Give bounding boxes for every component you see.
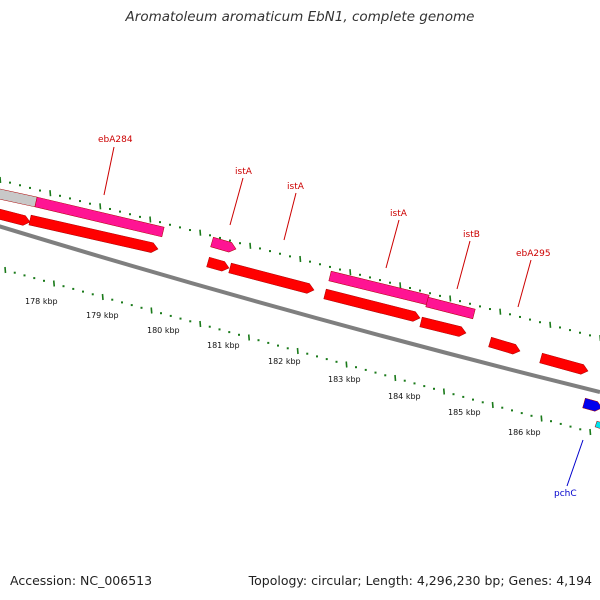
tick-label: 182 kbp: [268, 357, 301, 366]
cds-feature: [0, 207, 31, 226]
cds-feature: [488, 336, 521, 355]
major-tick: [99, 203, 102, 210]
cds-feature: [28, 214, 159, 253]
major-tick: [345, 361, 348, 368]
gene-feature-grey: [0, 187, 38, 208]
major-tick: [49, 190, 52, 197]
major-tick: [394, 374, 397, 382]
genome-backbone: [0, 224, 600, 394]
major-tick: [589, 428, 592, 436]
gene-label: istA: [235, 167, 253, 177]
major-tick: [540, 415, 543, 422]
tick-label: 183 kbp: [328, 375, 361, 384]
major-tick: [0, 176, 2, 184]
gene-label: ebA295: [516, 249, 551, 259]
leader-line: [517, 259, 532, 308]
cds-feature: [323, 288, 421, 322]
major-tick: [296, 347, 299, 355]
major-tick: [199, 229, 202, 236]
topology-summary: Topology: circular; Length: 4,296,230 bp…: [248, 573, 592, 588]
feature-track: [0, 187, 600, 430]
tick-label-group: 178 kbp 179 kbp 180 kbp 181 kbp 182 kbp 183 k…: [25, 297, 541, 437]
gene-feature-pchC: [582, 397, 600, 412]
major-tick: [299, 255, 302, 263]
outer-tick-ring: [0, 176, 600, 342]
cds-feature: [228, 262, 315, 294]
gene-feature-cyan: [594, 420, 600, 430]
major-tick: [149, 216, 152, 223]
label-leader-lines: [103, 146, 584, 487]
major-tick: [249, 242, 252, 249]
gene-feature-ebA284: [34, 196, 165, 238]
leader-line: [229, 177, 244, 226]
major-tick: [499, 308, 502, 315]
gene-label: istA: [390, 209, 408, 219]
major-tick: [442, 388, 446, 395]
major-tick: [449, 295, 452, 302]
gene-label: istB: [463, 230, 480, 240]
accession-text: Accession: NC_006513: [10, 573, 153, 588]
major-tick: [247, 334, 251, 341]
cds-feature: [539, 352, 589, 375]
cds-feature: [419, 316, 467, 337]
leader-line: [103, 146, 115, 196]
tick-label: 179 kbp: [86, 311, 119, 320]
gene-feature-istB: [425, 296, 476, 320]
gene-feature-istA: [210, 236, 237, 253]
leader-line: [566, 439, 584, 487]
major-tick: [399, 282, 402, 289]
major-tick: [549, 321, 552, 328]
tick-label: 185 kbp: [448, 408, 481, 417]
major-tick: [199, 320, 202, 328]
tick-label: 180 kbp: [147, 326, 180, 335]
map-title: Aromatoleum aromaticum EbN1, complete ge…: [125, 9, 475, 25]
tick-label: 186 kbp: [508, 428, 541, 437]
major-tick: [491, 401, 494, 409]
gene-label: ebA284: [98, 135, 133, 145]
major-tick: [52, 280, 56, 287]
leader-line: [385, 219, 400, 269]
tick-label: 184 kbp: [388, 392, 421, 401]
gene-label: pchC: [554, 489, 577, 499]
leader-line: [456, 240, 471, 290]
gene-label: istA: [287, 182, 305, 192]
major-tick: [150, 307, 153, 314]
gene-label-group: ebA284 istA istA istA istB ebA295 pchC: [98, 135, 577, 499]
major-tick: [349, 269, 352, 276]
inner-tick-ring: [4, 266, 592, 436]
major-tick: [101, 293, 104, 301]
cds-feature: [206, 256, 230, 272]
leader-line: [283, 192, 297, 241]
major-tick: [4, 266, 7, 274]
tick-label: 181 kbp: [207, 341, 240, 350]
tick-label: 178 kbp: [25, 297, 58, 306]
